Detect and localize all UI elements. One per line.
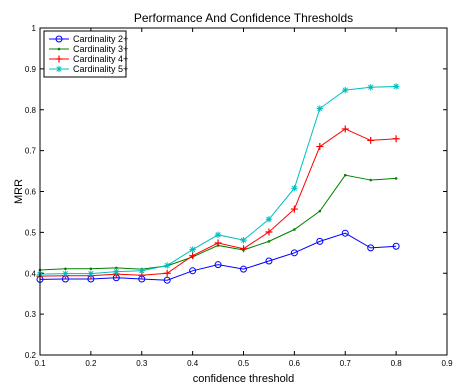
data-point [240,236,247,244]
y-tick-label: 0.7 [25,147,37,156]
data-point [293,228,296,231]
data-point [189,246,196,253]
x-tick-label: 0.1 [34,359,46,368]
data-point [291,185,298,192]
plot-frame [39,27,448,356]
plot-series [36,83,400,284]
data-point [342,86,349,94]
legend-label: Cardinality 2+ [73,34,128,44]
data-point [265,216,273,223]
data-point [265,228,273,236]
data-point [369,178,372,182]
data-point [189,267,197,275]
y-tick-label: 0.6 [25,188,37,197]
data-point [367,136,375,144]
legend-label: Cardinality 5+ [73,64,128,74]
legend-item: Cardinality 5+ [49,64,128,74]
x-tick-label: 0.5 [238,359,250,368]
data-point [87,270,95,277]
data-point [138,267,145,274]
data-point [318,209,322,213]
data-point [214,231,222,239]
x-tick-label: 0.3 [136,359,148,368]
data-point [189,252,197,260]
y-tick-label: 0.5 [25,228,37,237]
data-point [343,173,347,177]
data-point [163,269,171,277]
legend-label: Cardinality 4+ [73,54,128,64]
data-point [392,83,400,90]
y-tick-label: 0.4 [25,269,37,278]
legend: Cardinality 2+Cardinality 3+Cardinality … [43,30,128,78]
legend-marker [55,65,63,73]
data-point [392,242,400,250]
data-point [316,143,324,151]
x-tick-label: 0.2 [85,359,97,368]
x-tick-label: 0.4 [187,359,199,368]
data-point [367,84,374,91]
x-axis-label: confidence threshold [193,373,295,385]
data-point [214,239,222,247]
legend-marker [55,55,63,63]
data-point [290,249,298,257]
data-point [316,237,324,245]
y-tick-label: 0.8 [25,106,37,115]
data-point [394,177,398,180]
y-tick-label: 1 [32,24,37,33]
data-point [64,267,67,271]
y-tick-label: 0.3 [25,310,37,319]
data-point [115,266,118,270]
data-point [62,270,69,277]
chart-title: Performance And Confidence Thresholds [134,11,353,25]
data-point [367,244,375,252]
legend-marker [57,47,61,51]
y-tick-label: 0.2 [25,351,37,360]
series-line [39,232,397,281]
data-point [113,268,120,275]
y-axis-label: MRR [13,179,25,204]
data-point [89,267,93,271]
data-point [240,265,247,273]
data-point [316,105,324,112]
data-point [267,240,271,243]
x-tick-label: 0.8 [391,359,403,368]
y-tick-label: 0.9 [25,65,37,74]
legend-item: Cardinality 4+ [49,54,128,64]
legend-item: Cardinality 2+ [49,34,128,44]
data-point [341,229,349,237]
series-4 [36,83,400,278]
x-tick-label: 0.6 [289,359,301,368]
x-tick-label: 0.9 [441,359,453,368]
data-point [341,125,349,133]
data-point [392,135,400,143]
data-point [290,205,298,213]
x-tick-label: 0.7 [340,359,352,368]
legend-label: Cardinality 3+ [73,44,128,54]
legend-marker [55,35,63,43]
data-point [163,262,171,269]
legend-item: Cardinality 3+ [49,44,128,54]
data-point [265,257,273,265]
data-point [163,276,171,284]
data-point [214,261,222,269]
data-point [240,245,247,253]
